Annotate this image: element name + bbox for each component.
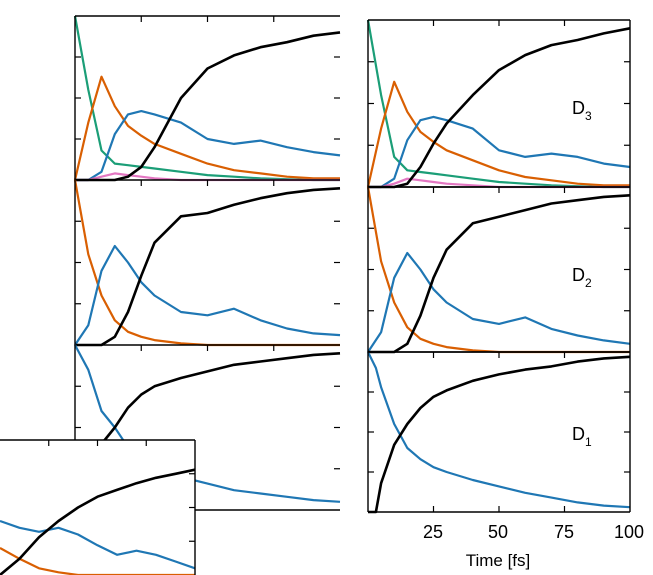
series-line-orange [73, 75, 340, 181]
series-line-blue [367, 251, 631, 353]
series-line-green [73, 15, 340, 182]
series-line-black [368, 27, 631, 189]
series-line-black [0, 468, 196, 575]
series-line-black [75, 187, 341, 347]
xtick-label-100: 100 [614, 522, 644, 542]
panel-right-top [366, 19, 631, 189]
series-line-black [368, 194, 631, 354]
xtick-label-75: 75 [554, 522, 574, 542]
panel-right-bottom [367, 351, 631, 514]
series-line-green [366, 19, 630, 189]
xtick-label-50: 50 [488, 522, 508, 542]
state-label-d2: D2 [572, 265, 592, 290]
series-line-black [368, 355, 631, 514]
xtick-label-25: 25 [423, 522, 443, 542]
series-line-blue [75, 109, 341, 182]
inset-background [0, 440, 195, 575]
state-label-d3: D3 [572, 98, 592, 123]
series-line-blue [368, 115, 631, 189]
panel-left-top [73, 15, 341, 182]
series-line-orange [0, 547, 195, 575]
panel-left-middle [73, 179, 341, 347]
state-label-d1: D1 [572, 424, 592, 449]
panel-inset [0, 439, 196, 575]
series-line-blue [0, 519, 196, 570]
panel-right-middle [366, 186, 631, 354]
series-line-blue [74, 244, 341, 346]
series-line-blue [367, 351, 631, 509]
series-line-orange [366, 186, 630, 354]
series-line-orange [73, 179, 340, 347]
x-axis-title: Time [fs] [466, 551, 531, 570]
series-line-orange [366, 80, 630, 188]
